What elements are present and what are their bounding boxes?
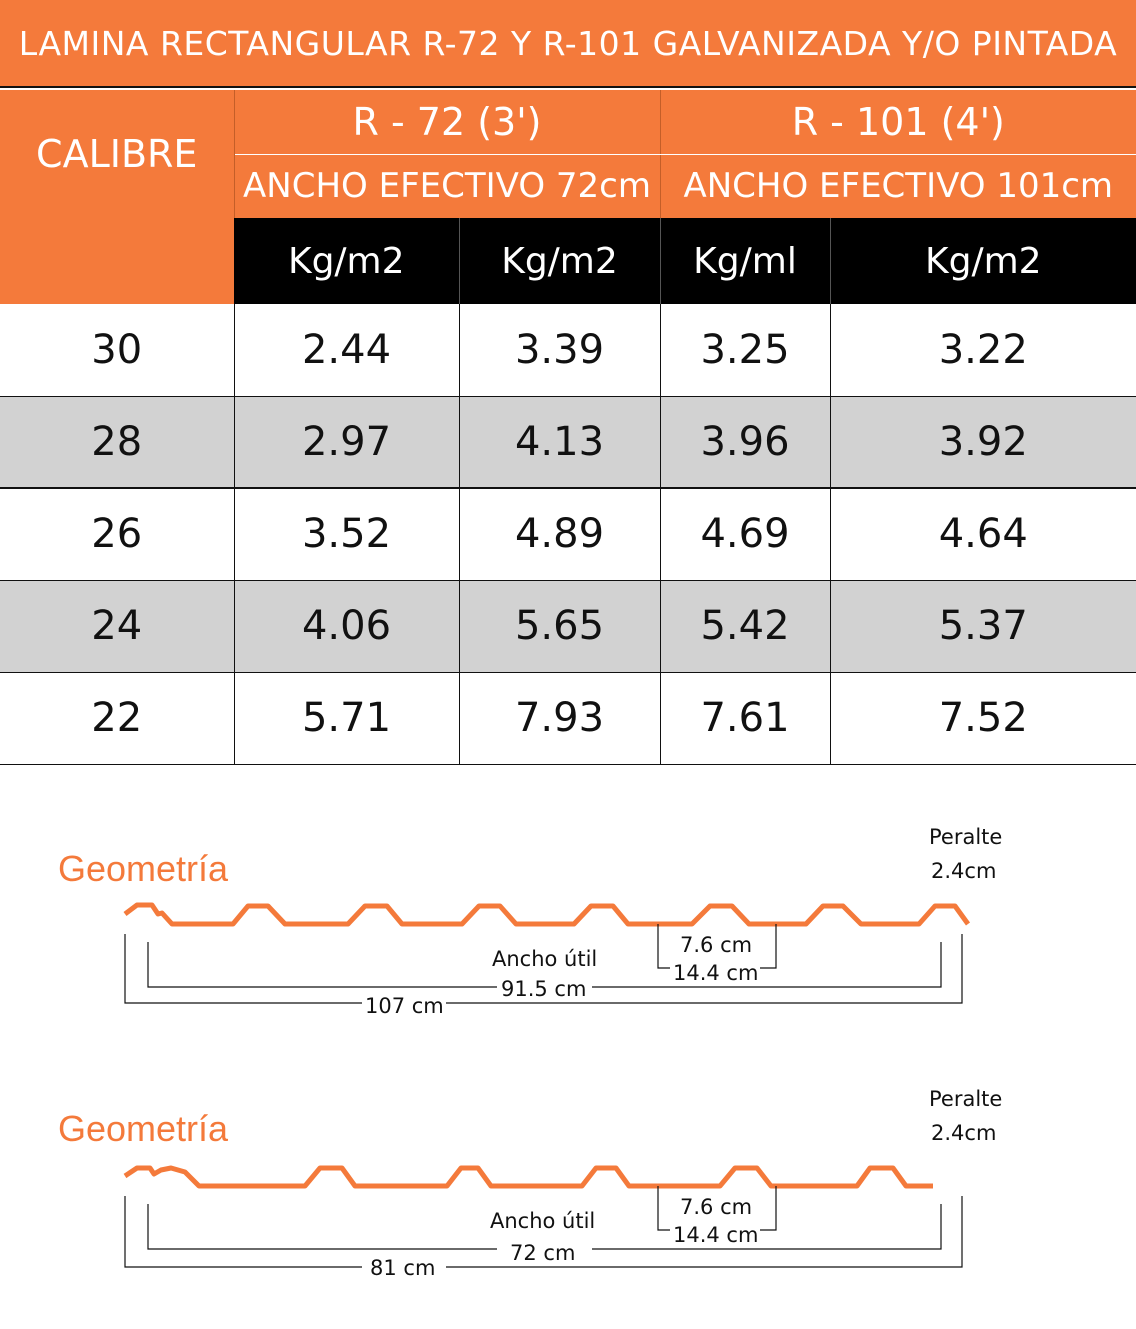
value-cell: 7.93 [459, 672, 661, 765]
peralte-label: Peralte [929, 1087, 1002, 1111]
calibre-cell: 28 [0, 396, 235, 489]
value-cell: 5.42 [660, 580, 831, 673]
ancho-util-value: 72 cm [510, 1241, 575, 1265]
value-cell: 2.97 [234, 396, 460, 489]
panel-profile [123, 1165, 933, 1189]
rib-width-label: 7.6 cm [680, 933, 752, 957]
panel-profile [123, 902, 971, 927]
dimension-lines [124, 1186, 963, 1268]
table-row: 26 3.52 4.89 4.69 4.64 [0, 488, 1136, 581]
page-title: LAMINA RECTANGULAR R-72 Y R-101 GALVANIZ… [0, 0, 1136, 88]
ancho-header-r72: ANCHO EFECTIVO 72cm [234, 154, 661, 218]
geometry-diagram-r72: Peralte 2.4cm 7.6 cm 14.4 cm Ancho útil … [123, 1087, 1002, 1280]
ancho-util-value: 91.5 cm [501, 977, 586, 1001]
calibre-cell: 24 [0, 580, 235, 673]
value-cell: 3.39 [459, 304, 661, 397]
value-cell: 7.52 [830, 672, 1136, 765]
table-row: 24 4.06 5.65 5.42 5.37 [0, 580, 1136, 673]
pitch-label: 14.4 cm [673, 961, 758, 985]
value-cell: 5.71 [234, 672, 460, 765]
unit-header: Kg/m2 [830, 218, 1136, 304]
peralte-value: 2.4cm [931, 859, 996, 883]
unit-header: Kg/m2 [459, 218, 661, 304]
value-cell: 4.69 [660, 488, 831, 581]
table-row: 22 5.71 7.93 7.61 7.52 [0, 672, 1136, 765]
value-cell: 5.37 [830, 580, 1136, 673]
unit-header: Kg/ml [660, 218, 831, 304]
weights-table: CALIBRE R - 72 (3') R - 101 (4') ANCHO E… [0, 90, 1136, 765]
value-cell: 5.65 [459, 580, 661, 673]
value-cell: 3.92 [830, 396, 1136, 489]
peralte-label: Peralte [929, 825, 1002, 849]
ancho-header-r101: ANCHO EFECTIVO 101cm [660, 154, 1136, 218]
geometry-diagram-r101: Peralte 2.4cm 7.6 cm 14.4 cm Ancho útil … [123, 825, 1002, 1018]
table-row: 28 2.97 4.13 3.96 3.92 [0, 396, 1136, 489]
value-cell: 4.13 [459, 396, 661, 489]
value-cell: 4.06 [234, 580, 460, 673]
total-width-label: 81 cm [370, 1256, 435, 1280]
calibre-cell: 22 [0, 672, 235, 765]
value-cell: 3.22 [830, 304, 1136, 397]
ancho-util-label: Ancho útil [492, 947, 597, 971]
calibre-cell: 26 [0, 488, 235, 581]
peralte-value: 2.4cm [931, 1121, 996, 1145]
dimension-lines [124, 924, 963, 1004]
value-cell: 4.64 [830, 488, 1136, 581]
group-header-r72: R - 72 (3') [234, 90, 661, 155]
rib-width-label: 7.6 cm [680, 1195, 752, 1219]
unit-header: Kg/m2 [234, 218, 460, 304]
geometry-title: Geometría [58, 848, 229, 889]
pitch-label: 14.4 cm [673, 1223, 758, 1247]
value-cell: 7.61 [660, 672, 831, 765]
value-cell: 3.25 [660, 304, 831, 397]
value-cell: 3.96 [660, 396, 831, 489]
table-row: 30 2.44 3.39 3.25 3.22 [0, 304, 1136, 397]
group-header-r101: R - 101 (4') [660, 90, 1136, 155]
calibre-cell: 30 [0, 304, 235, 397]
value-cell: 2.44 [234, 304, 460, 397]
calibre-header-spacer [0, 218, 234, 304]
value-cell: 4.89 [459, 488, 661, 581]
ancho-util-label: Ancho útil [490, 1209, 595, 1233]
geometry-title: Geometría [58, 1108, 229, 1149]
value-cell: 3.52 [234, 488, 460, 581]
total-width-label: 107 cm [365, 994, 444, 1018]
calibre-header: CALIBRE [0, 90, 235, 218]
